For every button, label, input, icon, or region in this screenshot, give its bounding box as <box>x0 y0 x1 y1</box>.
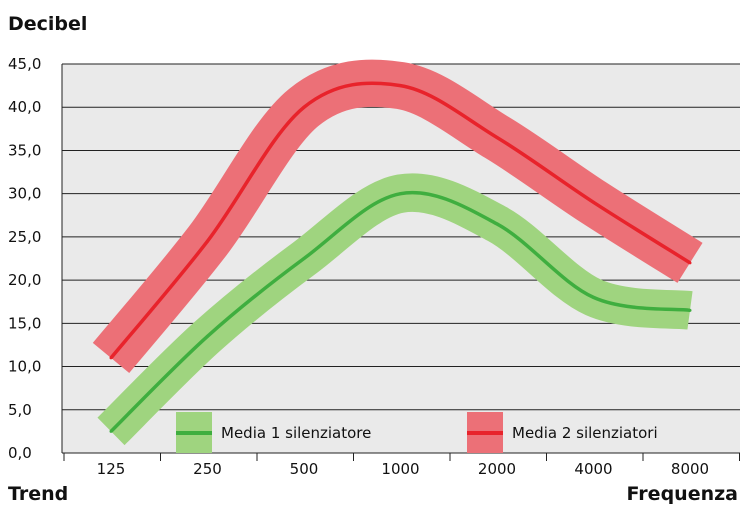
x-tick-label: 4000 <box>574 460 612 478</box>
y-tick-labels: 0,0 5,0 10,0 15,0 20,0 25,0 30,0 35,0 40,0 45,0 <box>8 55 41 462</box>
series-lines <box>109 81 692 433</box>
x-tick-label: 2000 <box>478 460 516 478</box>
x-axis: 125 250 500 1000 2000 4000 8000 <box>62 452 740 478</box>
series-1-point <box>109 429 113 433</box>
y-tick-label: 40,0 <box>8 98 41 116</box>
x-axis-title: Frequenza <box>627 483 738 505</box>
y-tick-label: 0,0 <box>8 444 32 462</box>
x-tick-label: 8000 <box>671 460 709 478</box>
series-2-point <box>399 84 402 88</box>
x-tick-label: 500 <box>290 460 319 478</box>
series-1-point <box>206 334 209 338</box>
y-tick-label: 45,0 <box>8 55 41 73</box>
legend-label: Media 2 silenziatori <box>512 424 658 442</box>
y-axis-title: Decibel <box>8 13 87 35</box>
footer-label: Trend <box>8 483 68 505</box>
legend-item-2: Media 2 silenziatori <box>467 412 658 453</box>
x-tick-label: 125 <box>97 460 126 478</box>
series-2-point <box>688 261 692 265</box>
y-tick-label: 30,0 <box>8 185 41 203</box>
x-tick-label: 1000 <box>381 460 419 478</box>
y-tick-label: 5,0 <box>8 401 32 419</box>
series-1-point <box>399 192 402 196</box>
legend: Media 1 silenziatore Media 2 silenziatori <box>176 412 658 453</box>
y-tick-label: 35,0 <box>8 141 41 159</box>
series-2-point <box>495 135 499 139</box>
series-1-point <box>592 295 595 299</box>
legend-label: Media 1 silenziatore <box>221 424 371 442</box>
y-tick-label: 20,0 <box>8 271 41 289</box>
legend-swatch-line <box>176 431 212 435</box>
y-tick-label: 25,0 <box>8 228 41 246</box>
series-1-point <box>688 308 692 312</box>
series-1-point <box>302 257 306 260</box>
series-2-point <box>206 239 209 243</box>
series-2-point <box>592 200 595 204</box>
legend-item-1: Media 1 silenziatore <box>176 412 371 453</box>
y-tick-label: 10,0 <box>8 358 41 376</box>
series-2-point <box>302 105 306 109</box>
series-1-point <box>495 222 499 226</box>
y-tick-label: 15,0 <box>8 314 41 332</box>
series-2-point <box>109 356 113 360</box>
x-tick-label: 250 <box>193 460 222 478</box>
legend-swatch-line <box>467 431 503 435</box>
